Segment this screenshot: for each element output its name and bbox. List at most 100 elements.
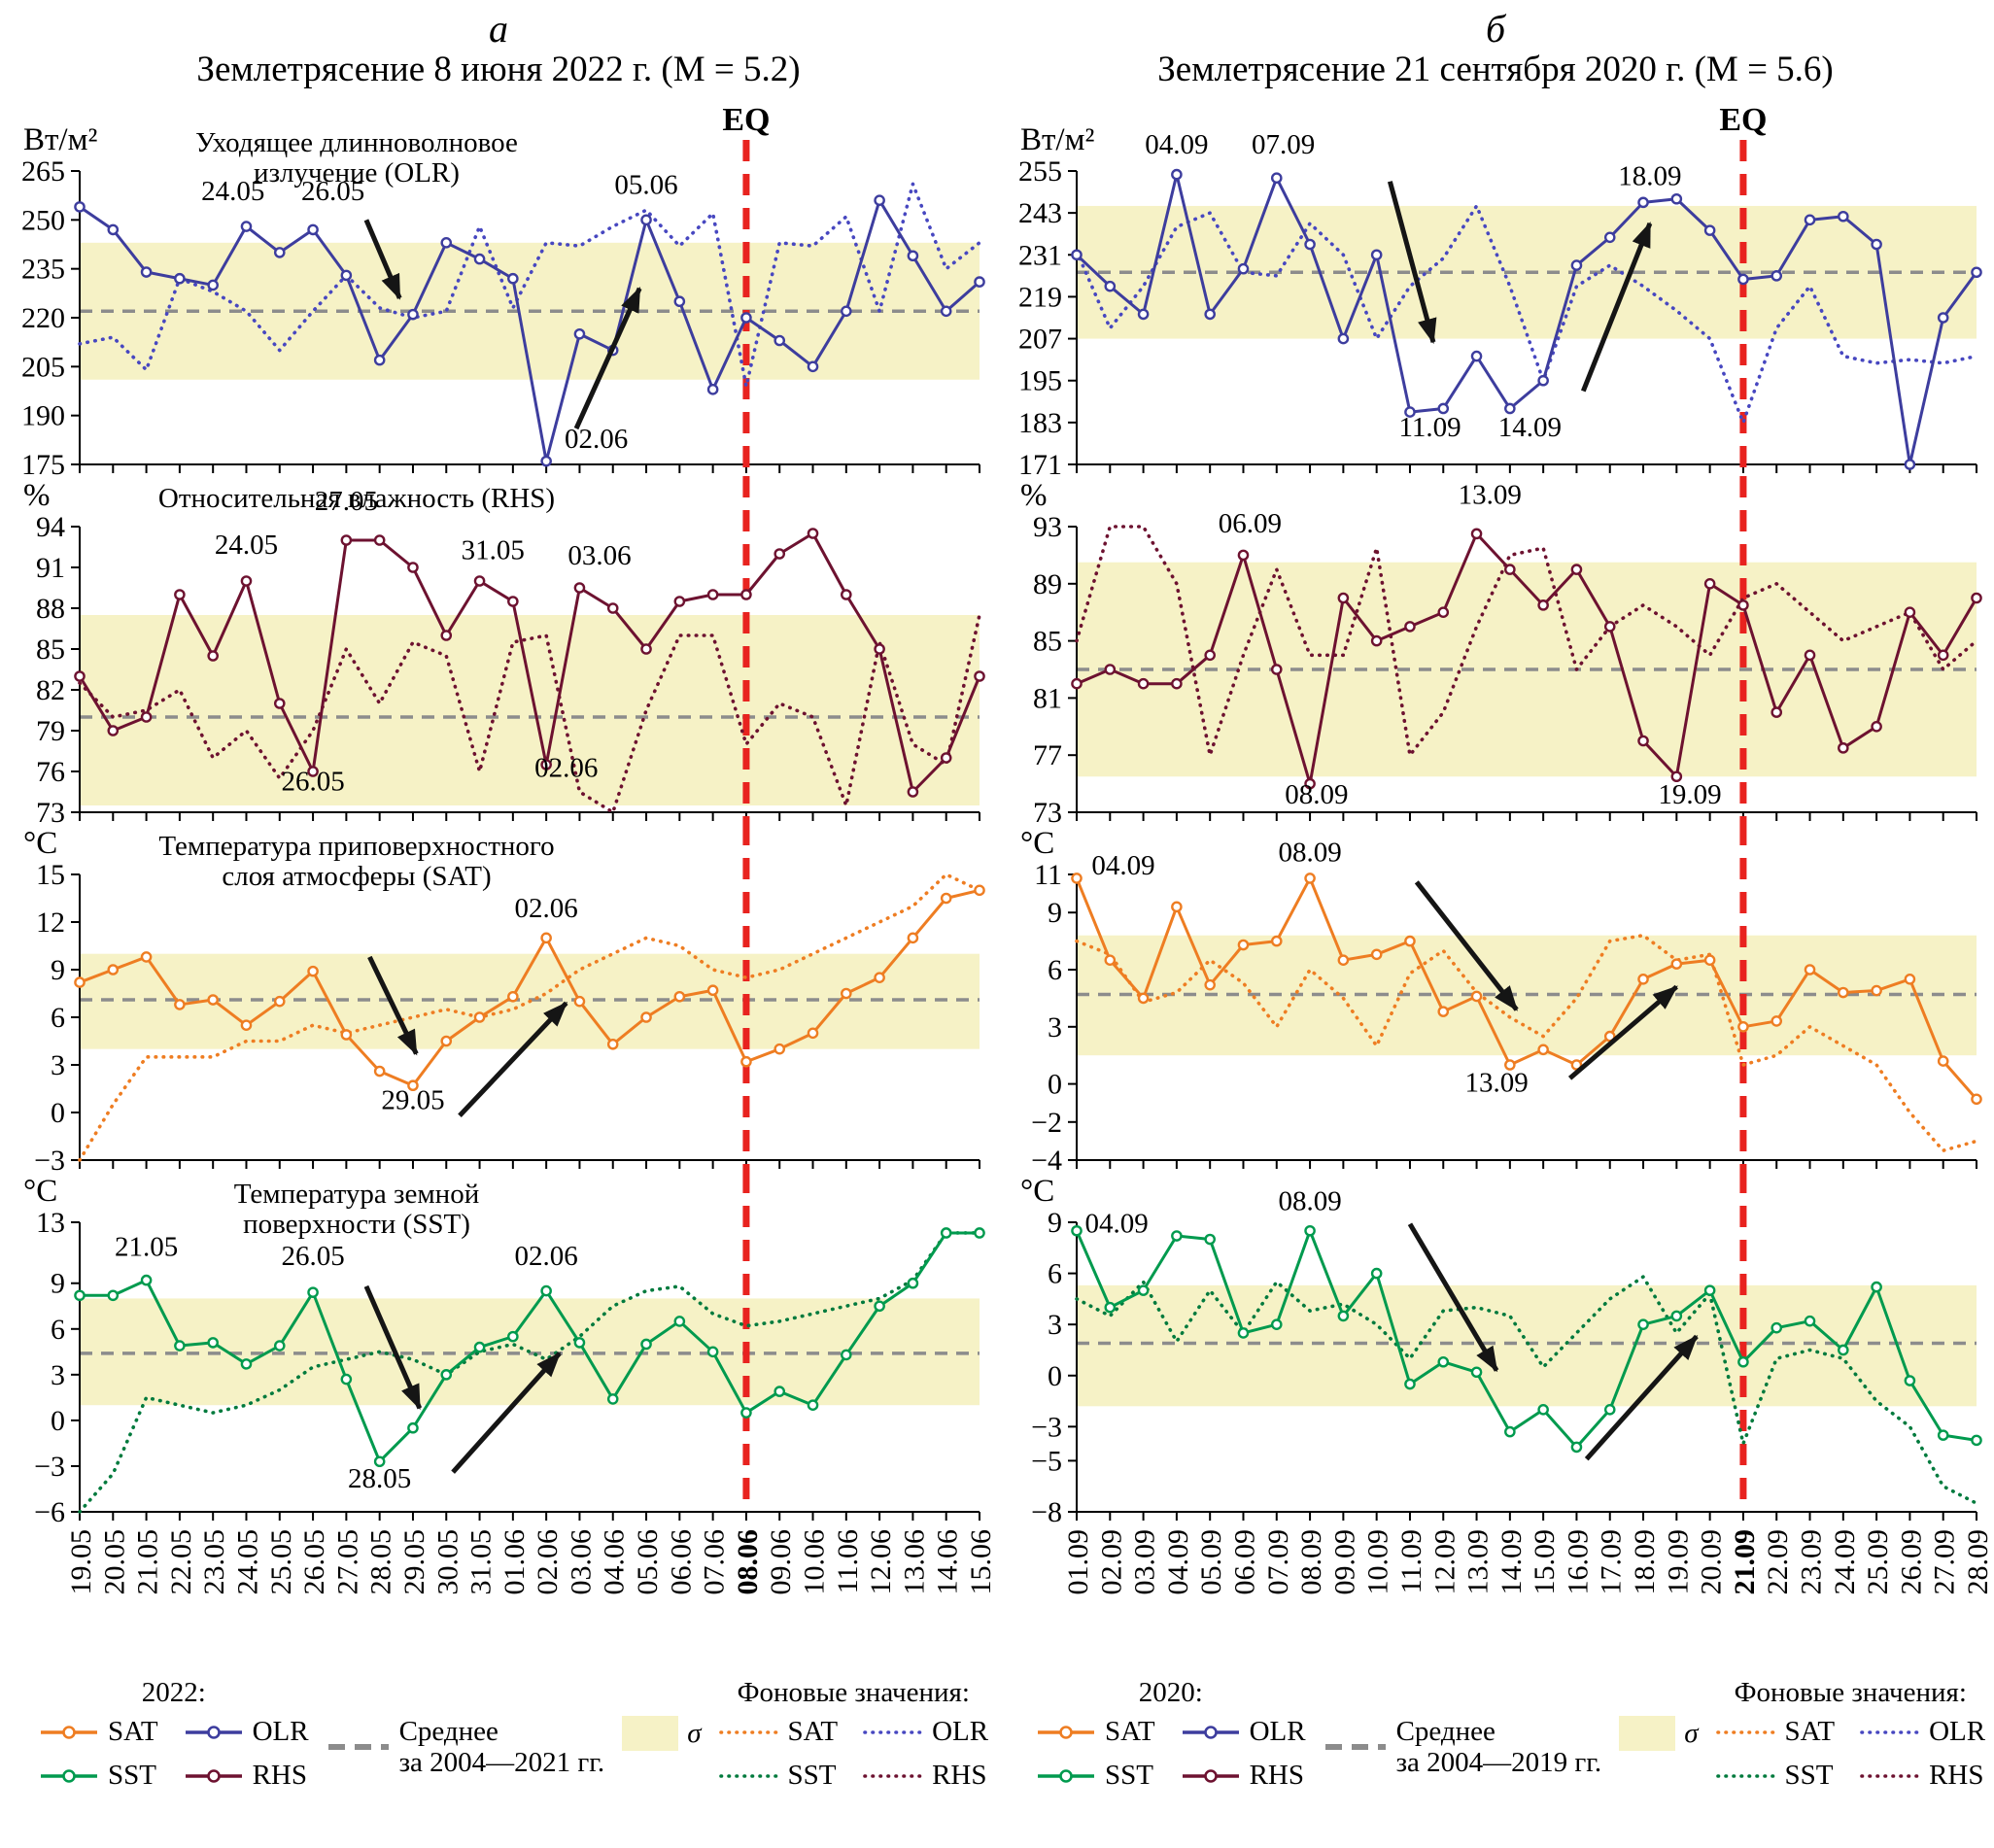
legend-b-dotted-grid: SAT OLR SST RHS bbox=[1715, 1716, 1985, 1792]
legend-item-sst-solid: SST bbox=[39, 1760, 158, 1792]
svg-text:08.09: 08.09 bbox=[1278, 1186, 1341, 1217]
x-tick-label: 29.05 bbox=[398, 1529, 430, 1595]
chart-grid: а Землетрясение 8 июня 2022 г. (M = 5.2)… bbox=[0, 7, 1994, 1669]
svg-text:04.09: 04.09 bbox=[1091, 850, 1154, 881]
svg-text:04.09: 04.09 bbox=[1085, 1209, 1149, 1240]
legend-b-background-block: Фоновые значения: SAT OLR SST bbox=[1715, 1677, 1985, 1792]
svg-text:94: 94 bbox=[36, 511, 65, 543]
x-tick-label: 14.09 bbox=[1496, 1529, 1528, 1595]
svg-text:3: 3 bbox=[51, 1049, 65, 1081]
rhs-solid-swatch bbox=[185, 1768, 242, 1783]
x-tick-label: 26.09 bbox=[1895, 1529, 1927, 1595]
annotation-arrow bbox=[1387, 181, 1437, 345]
y-tick-labels: 11 9 6 3 0 −2 −4 bbox=[1031, 859, 1062, 1172]
x-tick-label-eq: 21.09 bbox=[1729, 1529, 1761, 1595]
olr-dotted-swatch bbox=[1860, 1729, 1920, 1734]
svg-text:24.05: 24.05 bbox=[201, 176, 264, 207]
svg-text:93: 93 bbox=[1033, 511, 1062, 543]
svg-text:поверхности (SST): поверхности (SST) bbox=[243, 1209, 470, 1240]
x-axis-dates-b: 01.09 02.09 03.09 04.09 05.09 06.09 07.09 08.09… bbox=[997, 1523, 1994, 1669]
legend-item-rhs-dotted: RHS bbox=[863, 1760, 988, 1792]
svg-text:12: 12 bbox=[36, 907, 65, 939]
legend-mean-line1: Среднее bbox=[398, 1716, 498, 1747]
legend-b-mean-block: Среднее за 2004—2019 гг. bbox=[1324, 1677, 1601, 1779]
x-tick-label: 01.06 bbox=[498, 1529, 531, 1595]
legend-item-sat-solid: SAT bbox=[1036, 1716, 1155, 1748]
unit-label: % bbox=[23, 478, 51, 513]
svg-text:0: 0 bbox=[1048, 1069, 1062, 1101]
y-tick-labels: 255 243 231 219 207 195 183 171 bbox=[1018, 155, 1062, 476]
svg-text:02.06: 02.06 bbox=[534, 753, 598, 784]
sst-solid-swatch bbox=[41, 1768, 97, 1783]
annotations: 04.09 08.09 13.09 bbox=[1091, 837, 1528, 1098]
annotation-arrow bbox=[1407, 1222, 1499, 1373]
legend-label-sst-bg: SST bbox=[787, 1760, 837, 1791]
legend-label-olr-bg: OLR bbox=[932, 1716, 989, 1747]
chart-svg-b-rhs: 93 89 85 81 77 73 06.09 13.09 08.09 19.09% bbox=[1020, 476, 1982, 824]
x-axis-svg-а: 19.05 20.05 21.05 22.05 23.05 24.05 25.05 26.05… bbox=[65, 1529, 997, 1595]
x-tick-label: 17.09 bbox=[1596, 1529, 1628, 1595]
chart-panel-sat-b: 11 9 6 3 0 −2 −4 04.09 08.09 13.09 °С bbox=[997, 824, 1994, 1172]
legend-a-sigma-block: σ bbox=[622, 1677, 702, 1751]
axes bbox=[71, 873, 980, 1169]
svg-text:171: 171 bbox=[1018, 449, 1062, 476]
x-tick-label: 13.06 bbox=[898, 1529, 930, 1595]
x-tick-label: 18.09 bbox=[1629, 1529, 1661, 1595]
svg-text:27.05: 27.05 bbox=[315, 486, 378, 517]
legend-a-background-block: Фоновые значения: SAT OLR SST bbox=[718, 1677, 989, 1792]
svg-text:02.06: 02.06 bbox=[515, 893, 578, 924]
chart-panel-sst-a: 13 9 6 3 0 −3 −6 21.05 26.05 02.06 28.05 °С Температ… bbox=[0, 1172, 997, 1523]
x-tick-label: 01.09 bbox=[1062, 1529, 1094, 1595]
series-a-sst-solid bbox=[74, 1227, 985, 1468]
x-tick-label: 24.05 bbox=[231, 1529, 263, 1595]
svg-text:Температура приповерхностного: Температура приповерхностного bbox=[158, 831, 554, 862]
svg-text:85: 85 bbox=[36, 633, 65, 666]
annotations: 21.05 26.05 02.06 28.05 bbox=[115, 1232, 578, 1494]
annotation-arrow bbox=[451, 1352, 562, 1474]
unit-label: °С bbox=[1020, 1174, 1054, 1209]
unit-label: °С bbox=[23, 1174, 57, 1209]
chart-panel-rhs-a: 94 91 88 85 82 79 76 73 27.05 24.05 31.05 03.06 26.0… bbox=[0, 476, 997, 824]
svg-text:06.09: 06.09 bbox=[1219, 508, 1282, 539]
svg-text:−2: −2 bbox=[1031, 1107, 1062, 1139]
x-tick-label: 25.09 bbox=[1862, 1529, 1894, 1595]
svg-text:13: 13 bbox=[36, 1207, 65, 1239]
sat-dotted-swatch bbox=[718, 1729, 779, 1734]
chart-svg-a-rhs: 94 91 88 85 82 79 76 73 27.05 24.05 31.05 03.06 26.0… bbox=[23, 476, 985, 824]
svg-text:24.05: 24.05 bbox=[215, 530, 278, 561]
axes bbox=[71, 1221, 980, 1521]
mean-line-swatch bbox=[1324, 1744, 1386, 1751]
sat-dotted-swatch bbox=[1715, 1729, 1776, 1734]
legend-mean-line1: Среднее bbox=[1395, 1716, 1496, 1747]
legend-item-sigma: σ bbox=[622, 1716, 702, 1751]
svg-text:13.09: 13.09 bbox=[1465, 1067, 1529, 1098]
legend-item-sat-dotted: SAT bbox=[1715, 1716, 1835, 1748]
svg-text:26.05: 26.05 bbox=[281, 1241, 344, 1272]
legend-sigma-label: σ bbox=[687, 1717, 702, 1749]
x-tick-label: 09.06 bbox=[765, 1529, 797, 1595]
x-tick-label: 20.05 bbox=[98, 1529, 130, 1595]
svg-text:88: 88 bbox=[36, 593, 65, 625]
svg-text:21.05: 21.05 bbox=[115, 1232, 178, 1263]
x-axis-svg-б: 01.09 02.09 03.09 04.09 05.09 06.09 07.09 08.09… bbox=[1062, 1529, 1994, 1595]
sat-solid-swatch bbox=[41, 1725, 97, 1739]
series-a-olr-solid bbox=[74, 194, 985, 467]
legend-b-sigma-block: σ bbox=[1619, 1677, 1699, 1751]
annotation-arrow bbox=[363, 1284, 423, 1411]
svg-text:77: 77 bbox=[1033, 739, 1062, 771]
legend-a-dotted-grid: SAT OLR SST RHS bbox=[718, 1716, 989, 1792]
y-tick-labels: 94 91 88 85 82 79 76 73 bbox=[36, 511, 65, 824]
sat-solid-swatch bbox=[1038, 1725, 1094, 1739]
unit-label: % bbox=[1020, 478, 1048, 513]
legend-b: 2020: SAT OLR SST bbox=[997, 1669, 1994, 1792]
svg-text:−3: −3 bbox=[34, 1145, 65, 1172]
annotations: 02.06 29.05 bbox=[381, 893, 577, 1116]
legend-a-mean-block: Среднее за 2004—2021 гг. bbox=[327, 1677, 604, 1779]
svg-text:13.09: 13.09 bbox=[1459, 479, 1522, 510]
x-tick-label: 30.05 bbox=[431, 1529, 464, 1595]
svg-text:6: 6 bbox=[1048, 954, 1062, 986]
series-a-sat-dotted bbox=[78, 873, 981, 1162]
chart-panel-olr-a: 265 250 235 220 205 190 175 EQ 24.05 26.05 05.06 02… bbox=[0, 95, 997, 476]
